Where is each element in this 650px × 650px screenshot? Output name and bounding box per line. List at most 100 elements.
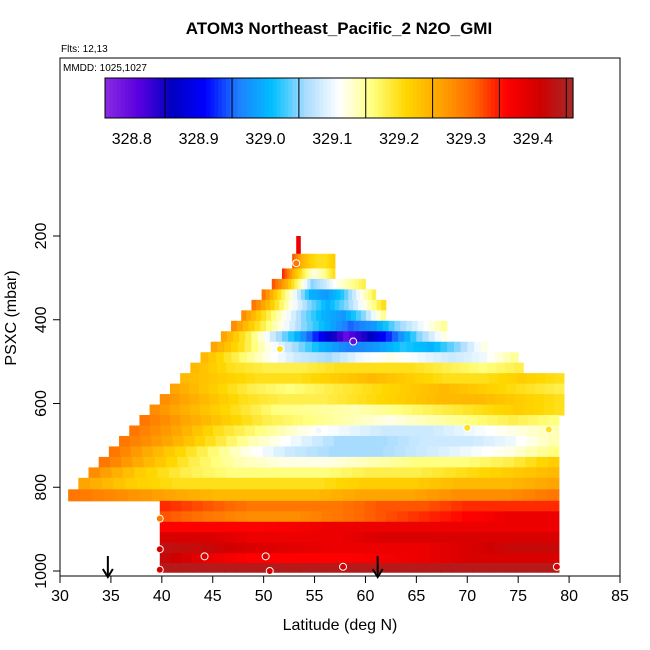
- heatmap-cell: [429, 532, 441, 544]
- heatmap-cell: [265, 289, 270, 301]
- heatmap-cell: [364, 563, 377, 573]
- heatmap-cell: [267, 511, 279, 523]
- heatmap-cell: [199, 362, 209, 374]
- heatmap-cell: [198, 383, 209, 395]
- heatmap-cell: [480, 456, 493, 468]
- heatmap-cell: [402, 404, 413, 416]
- heatmap-cell: [359, 289, 365, 301]
- colorbar-segment: [448, 78, 453, 118]
- colorbar: 328.8 328.9 329.0 329.1 329.2 329.3 329.4: [104, 77, 574, 148]
- heatmap-cell: [415, 362, 425, 374]
- heatmap-cell: [323, 383, 334, 395]
- heatmap-cell: [469, 456, 481, 468]
- heatmap-cell: [386, 341, 394, 353]
- heatmap-cell: [327, 394, 338, 406]
- heatmap-cell: [347, 320, 355, 332]
- heatmap-cell: [313, 415, 325, 426]
- colorbar-segment: [159, 78, 165, 118]
- heatmap-cell: [439, 489, 452, 502]
- heatmap-cell: [280, 362, 290, 374]
- heatmap-cell: [316, 289, 322, 301]
- heatmap-cell: [352, 467, 365, 479]
- heatmap-cell: [554, 373, 565, 385]
- colorbar-segment: [370, 78, 375, 118]
- heatmap-cell: [230, 477, 243, 490]
- heatmap-cell: [140, 435, 152, 447]
- heatmap-cell: [548, 500, 560, 512]
- heatmap-cell: [192, 532, 204, 544]
- heatmap-cell: [295, 320, 302, 332]
- heatmap-cell: [397, 435, 410, 447]
- heatmap-cell: [321, 500, 333, 512]
- heatmap-cell: [381, 383, 392, 395]
- colorbar-segment: [144, 78, 149, 118]
- colorbar-segment: [463, 78, 469, 118]
- heatmap-cell: [441, 477, 454, 490]
- heatmap-cell: [78, 477, 91, 490]
- heatmap-cell: [440, 563, 452, 573]
- heatmap-cell: [213, 553, 226, 564]
- heatmap-cell: [418, 553, 430, 564]
- heatmap-cell: [258, 435, 270, 447]
- heatmap-cell: [333, 435, 345, 447]
- heatmap-cell: [314, 268, 318, 280]
- heatmap-cell: [412, 404, 423, 416]
- colorbar-segment: [105, 78, 110, 118]
- colorbar-segment: [549, 78, 555, 118]
- heatmap-cell: [352, 289, 357, 301]
- heatmap-cell: [192, 500, 204, 512]
- heatmap-cell: [331, 489, 344, 502]
- heatmap-cell: [355, 289, 361, 301]
- heatmap-cell: [199, 489, 213, 502]
- heatmap-cell: [251, 331, 259, 343]
- colorbar-segment: [487, 78, 492, 118]
- heatmap-cell: [277, 289, 282, 301]
- heatmap-cell: [324, 268, 328, 280]
- heatmap-cell: [293, 299, 299, 311]
- heatmap-cell: [278, 500, 290, 512]
- heatmap-cell: [208, 362, 218, 374]
- heatmap-cell: [378, 352, 387, 364]
- heatmap-cell: [367, 373, 378, 385]
- heatmap-cell: [341, 320, 349, 332]
- heatmap-cell: [464, 425, 476, 437]
- heatmap-cell: [187, 489, 201, 502]
- heatmap-cell: [320, 253, 324, 269]
- heatmap-cell: [317, 425, 329, 437]
- heatmap-cell: [427, 489, 440, 502]
- heatmap-cell: [218, 446, 231, 458]
- heatmap-cell: [262, 352, 271, 364]
- heatmap-cell: [262, 446, 275, 458]
- heatmap-cell: [122, 467, 135, 479]
- heatmap-cell: [276, 310, 282, 322]
- heatmap-cell: [326, 253, 330, 269]
- colorbar-segment: [155, 78, 161, 118]
- heatmap-cell: [339, 278, 344, 290]
- colorbar-segment: [331, 78, 336, 118]
- heatmap-cell: [196, 446, 209, 458]
- heatmap-cell: [159, 521, 172, 533]
- heatmap-cell: [222, 456, 234, 468]
- colorbar-segment: [288, 78, 293, 118]
- heatmap-cell: [321, 563, 333, 573]
- heatmap-cell: [278, 542, 290, 554]
- heatmap-cell: [246, 542, 258, 554]
- heatmap-cell: [181, 542, 193, 554]
- chart-title: ATOM3 Northeast_Pacific_2 N2O_GMI: [186, 19, 492, 38]
- heatmap-cell: [275, 278, 279, 290]
- heatmap-cell: [272, 415, 284, 426]
- heatmap-cell: [515, 563, 528, 573]
- heatmap-cell: [548, 521, 560, 533]
- heatmap-cell: [324, 477, 337, 490]
- heatmap-cell: [332, 341, 340, 353]
- heatmap-cell: [191, 467, 204, 479]
- heatmap-cell: [224, 542, 236, 554]
- heatmap-cell: [143, 456, 156, 468]
- heatmap-cell: [189, 383, 200, 395]
- heatmap-cell: [202, 532, 215, 544]
- heatmap-cell: [119, 435, 131, 447]
- heatmap-cell: [397, 553, 409, 564]
- heatmap-cell: [371, 299, 378, 311]
- heatmap-cell: [270, 404, 282, 416]
- heatmap-cell: [386, 352, 395, 364]
